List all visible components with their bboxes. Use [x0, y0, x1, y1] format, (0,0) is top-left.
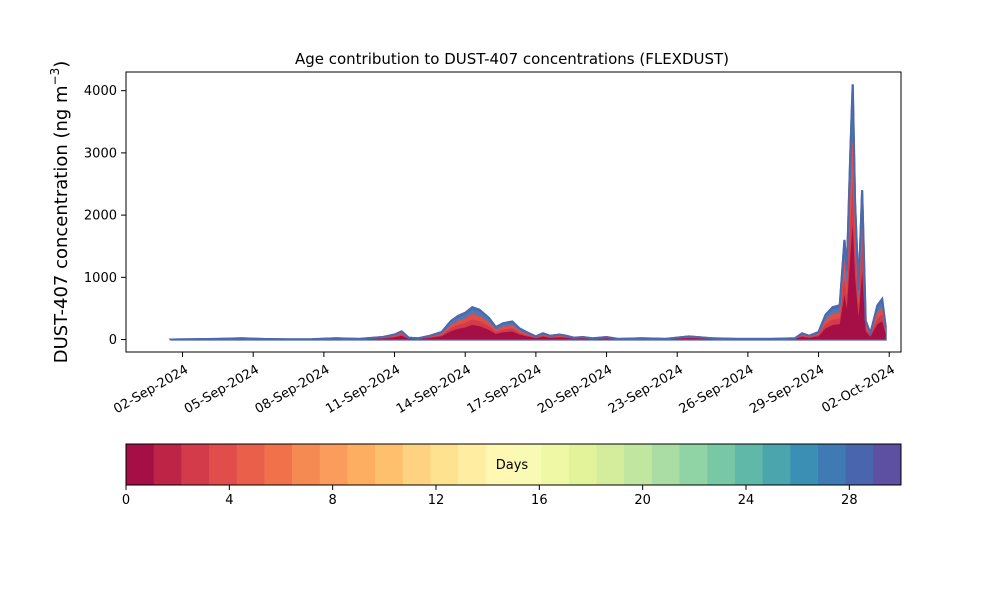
colorbar-segment: [126, 444, 155, 485]
colorbar-segment: [624, 444, 653, 485]
colorbar-segment: [402, 444, 431, 485]
x-tick-label: 05-Sep-2024: [182, 362, 262, 417]
age-layer-2-4: [170, 135, 886, 340]
x-tick-label: 14-Sep-2024: [394, 362, 474, 417]
x-tick-label: 11-Sep-2024: [323, 362, 403, 417]
x-tick-label: 02-Sep-2024: [111, 362, 191, 417]
age-layer-28-30: [168, 84, 887, 341]
colorbar-segment: [236, 444, 265, 485]
x-tick-label: 20-Sep-2024: [535, 362, 615, 417]
colorbar-tick-label: 8: [329, 493, 337, 508]
colorbar-tick-label: 28: [841, 493, 858, 508]
colorbar-segment: [734, 444, 764, 485]
age-layer-0-1: [170, 224, 886, 340]
colorbar-segment: [817, 444, 847, 485]
age-layer-1-2: [170, 181, 886, 340]
age-layer-24-28: [169, 109, 887, 341]
colorbar-segment: [513, 444, 542, 485]
colorbar-segment: [430, 444, 459, 485]
x-tick-label: 26-Sep-2024: [677, 362, 757, 417]
colorbar-tick-label: 0: [122, 493, 130, 508]
y-tick-label: 2000: [84, 209, 117, 224]
y-axis: 0 1000 2000 3000 4000: [84, 84, 126, 348]
colorbar-tick-label: 12: [428, 493, 445, 508]
x-axis: 02-Sep-202405-Sep-202408-Sep-202411-Sep-…: [111, 352, 898, 417]
colorbar-segment: [873, 444, 902, 485]
colorbar-segment: [347, 444, 376, 485]
colorbar-segment: [651, 444, 681, 485]
colorbar-label: Days: [496, 458, 529, 473]
colorbar-segment: [845, 444, 874, 485]
colorbar-segment: [679, 444, 708, 485]
colorbar-tick-label: 20: [634, 493, 651, 508]
colorbar-segment: [596, 444, 625, 485]
colorbar-segment: [292, 444, 321, 485]
colorbar-segment: [319, 444, 348, 485]
colorbar-segment: [541, 444, 570, 485]
y-tick-label: 3000: [84, 146, 117, 161]
chart-title: Age contribution to DUST-407 concentrati…: [295, 50, 729, 68]
colorbar-segment: [153, 444, 182, 485]
y-tick-label: 0: [109, 333, 117, 348]
colorbar-tick-label: 24: [738, 493, 755, 508]
colorbar: 0 4 8 12 16 20 24 28: [122, 443, 902, 508]
colorbar-segment: [264, 444, 293, 485]
colorbar-tick-label: 16: [531, 493, 548, 508]
colorbar-segment: [181, 444, 210, 485]
colorbar-frame: [125, 443, 902, 486]
x-tick-label: 29-Sep-2024: [747, 362, 827, 417]
colorbar-segment: [458, 444, 487, 485]
x-tick-label: 17-Sep-2024: [465, 362, 545, 417]
colorbar-segment: [209, 444, 238, 485]
colorbar-segment: [707, 444, 736, 485]
colorbar-segment: [762, 444, 791, 485]
colorbar-tick-label: 4: [225, 493, 233, 508]
x-tick-label: 23-Sep-2024: [606, 362, 686, 417]
total-concentration-line: [170, 84, 887, 341]
x-tick-label: 08-Sep-2024: [253, 362, 333, 417]
y-tick-label: 4000: [84, 84, 117, 99]
x-tick-label: 02-Oct-2024: [819, 362, 897, 416]
colorbar-segment: [790, 444, 819, 485]
y-tick-label: 1000: [84, 271, 117, 286]
colorbar-segment: [485, 444, 514, 485]
plot-frame: [125, 71, 902, 353]
y-axis-label: DUST-407 concentration (ng m−3): [48, 61, 72, 364]
colorbar-segment: [375, 444, 404, 485]
colorbar-segment: [568, 444, 598, 485]
plot-area: [168, 84, 887, 341]
